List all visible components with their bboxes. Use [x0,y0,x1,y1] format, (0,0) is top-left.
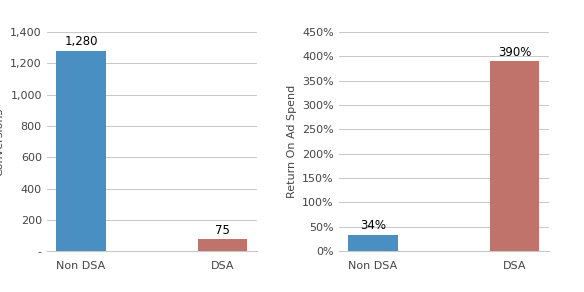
Bar [348,234,398,251]
Text: 390%: 390% [498,46,531,59]
Text: 34%: 34% [360,219,386,232]
Text: 75: 75 [215,224,230,237]
Bar [56,51,106,251]
Y-axis label: Return On Ad Spend: Return On Ad Spend [287,85,297,198]
Y-axis label: Conversions: Conversions [0,107,5,176]
Bar [490,61,540,251]
Bar [198,239,248,251]
Text: 1,280: 1,280 [64,35,98,48]
